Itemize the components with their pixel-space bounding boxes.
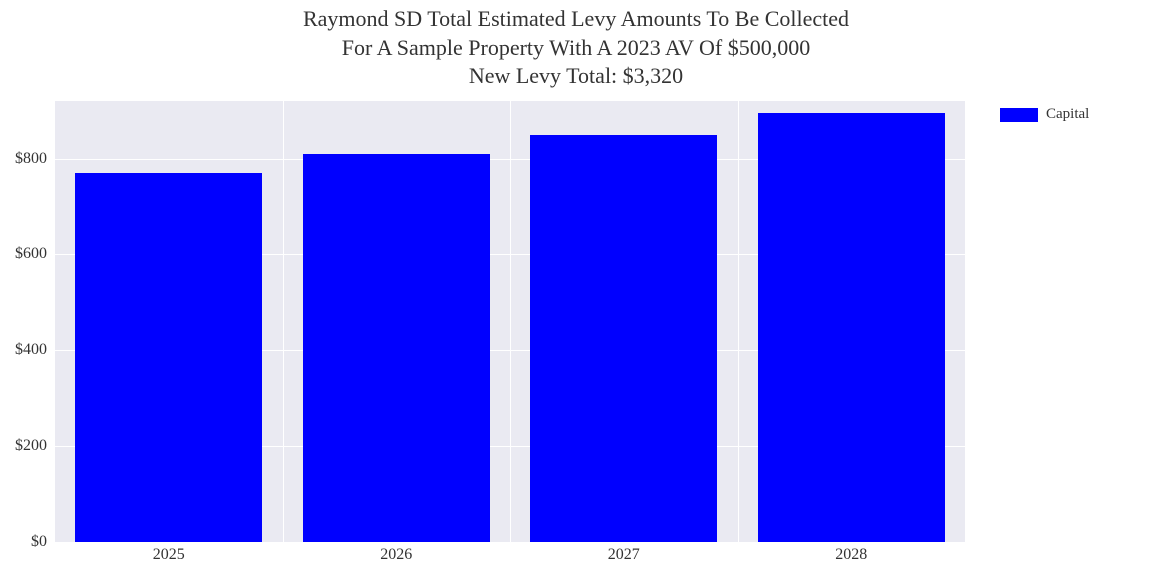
bar	[530, 135, 717, 542]
bar	[75, 173, 262, 542]
legend-label: Capital	[1046, 106, 1089, 123]
y-tick-label: $200	[15, 437, 47, 455]
title-line-3: New Levy Total: $3,320	[0, 62, 1152, 91]
legend: Capital	[1000, 106, 1089, 123]
y-tick-label: $600	[15, 245, 47, 263]
grid-line-v	[738, 101, 739, 542]
chart-container: Raymond SD Total Estimated Levy Amounts …	[0, 0, 1152, 576]
title-line-2: For A Sample Property With A 2023 AV Of …	[0, 34, 1152, 63]
x-tick-label: 2027	[608, 546, 640, 564]
grid-line-v	[283, 101, 284, 542]
y-tick-label: $800	[15, 150, 47, 168]
title-line-1: Raymond SD Total Estimated Levy Amounts …	[0, 5, 1152, 34]
x-tick-label: 2028	[835, 546, 867, 564]
grid-line-v	[510, 101, 511, 542]
y-axis: $0$200$400$600$800	[0, 101, 55, 542]
bar	[758, 113, 945, 542]
x-axis: 2025 2026 2027 2028	[55, 542, 965, 572]
plot-area	[55, 101, 965, 542]
x-tick-label: 2026	[380, 546, 412, 564]
y-tick-label: $0	[31, 533, 47, 551]
legend-swatch	[1000, 108, 1038, 122]
y-tick-label: $400	[15, 341, 47, 359]
bar	[303, 154, 490, 542]
chart-title: Raymond SD Total Estimated Levy Amounts …	[0, 5, 1152, 91]
legend-item-capital: Capital	[1000, 106, 1089, 123]
x-tick-label: 2025	[153, 546, 185, 564]
